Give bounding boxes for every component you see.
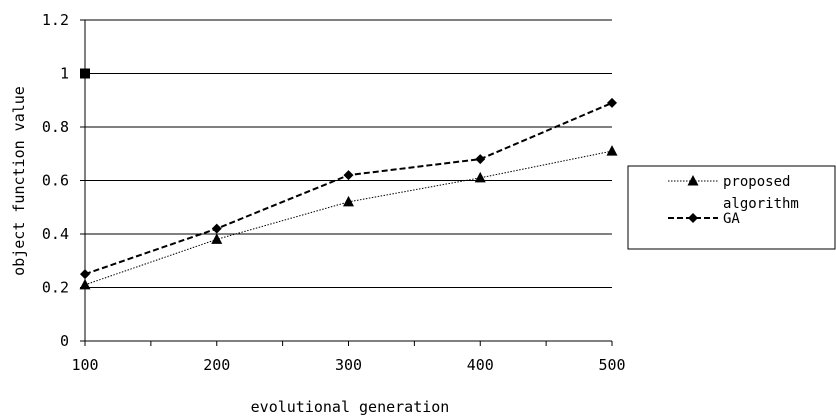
- legend-box: [627, 165, 836, 250]
- x-tick-label: 100: [71, 356, 98, 374]
- y-tick-label: 1.2: [42, 11, 69, 29]
- data-point-triangle: [343, 195, 354, 207]
- data-point-diamond: [607, 97, 617, 108]
- legend-marker-triangle: [687, 175, 699, 186]
- data-point-triangle: [211, 233, 223, 244]
- y-tick-label: 0.6: [42, 172, 69, 190]
- data-point-diamond: [80, 269, 90, 280]
- legend-label-0: algorithm: [723, 196, 799, 212]
- x-axis-title: evolutional generation: [251, 398, 450, 416]
- axes: [80, 19, 613, 346]
- data-point-triangle: [79, 278, 91, 290]
- y-tick-label: 0: [60, 332, 69, 350]
- data-point-diamond: [475, 154, 486, 165]
- data-point-square: [80, 68, 90, 79]
- legend-label-0: proposed: [723, 174, 790, 190]
- data-point-diamond: [211, 223, 222, 234]
- x-tick-label: 500: [598, 356, 625, 374]
- legend-label-1: GA: [723, 211, 740, 227]
- legend-marker-diamond: [688, 213, 698, 223]
- x-tick-label: 300: [335, 356, 362, 374]
- data-point-triangle: [474, 171, 486, 183]
- y-tick-label: 1: [60, 65, 69, 83]
- y-tick-labels: 0 0.2 0.4 0.6 0.8 1 1.2: [42, 11, 69, 350]
- grid-lines: [85, 19, 612, 288]
- data-point-triangle: [606, 145, 618, 156]
- series-line-1: [84, 102, 613, 276]
- y-axis-title: object function value: [10, 86, 28, 276]
- x-tick-label: 400: [467, 356, 494, 374]
- y-tick-label: 0.2: [42, 279, 69, 297]
- data-point-diamond: [343, 170, 354, 181]
- y-tick-label: 0.4: [42, 225, 69, 243]
- series-group: [79, 68, 618, 290]
- x-tick-labels: 100 200 300 400 500: [71, 356, 625, 374]
- x-tick-label: 200: [203, 356, 230, 374]
- y-tick-label: 0.8: [42, 118, 69, 136]
